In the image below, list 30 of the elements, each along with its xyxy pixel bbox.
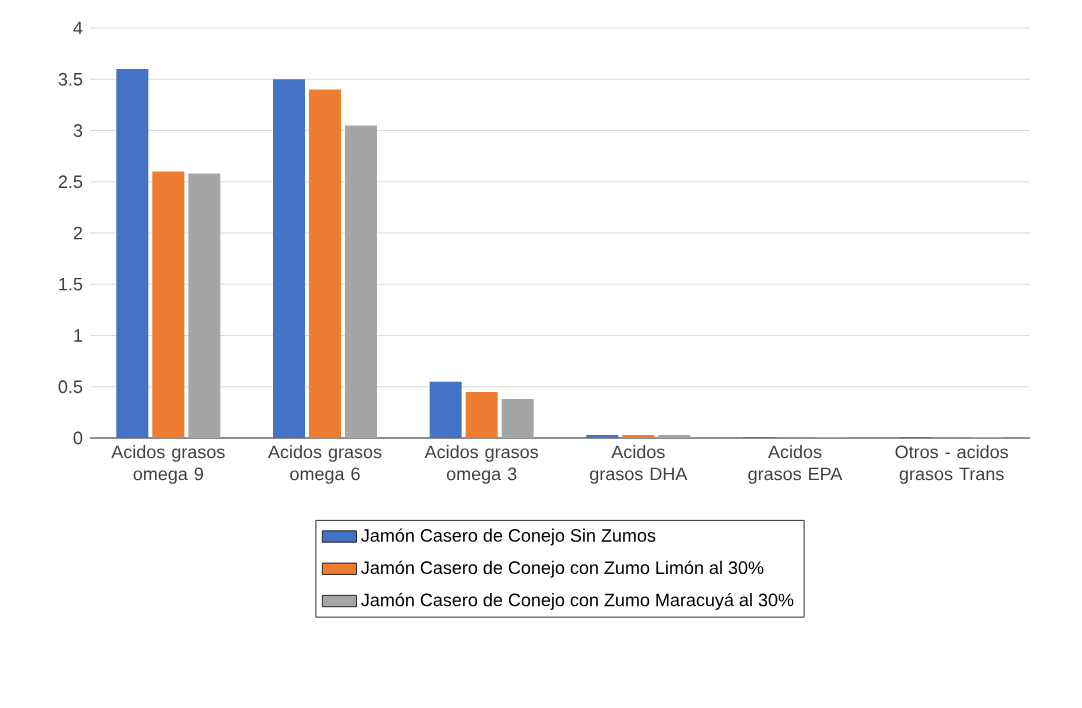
bar bbox=[273, 79, 305, 439]
y-tick-label: 0 bbox=[73, 431, 83, 445]
x-tick-label: Otros - acidos grasos Trans bbox=[895, 445, 1008, 484]
x-tick-label: Acidos grasos omega 9 bbox=[111, 445, 225, 484]
y-tick-label: 0.5 bbox=[58, 380, 83, 394]
bar bbox=[658, 434, 691, 439]
x-tick-label: Acidos grasos omega 6 bbox=[268, 445, 382, 484]
y-tick-label: 2 bbox=[73, 226, 83, 240]
y-tick-label: 4 bbox=[73, 21, 83, 35]
bar bbox=[152, 171, 185, 439]
y-tick-label: 3 bbox=[73, 124, 83, 137]
y-tick-label: 1 bbox=[74, 329, 83, 342]
x-tick-label: Acidos grasos omega 3 bbox=[424, 445, 539, 484]
legend-label: Jamón Casero de Conejo con Zumo Maracuyá al 30% bbox=[361, 592, 794, 610]
bar bbox=[188, 173, 221, 439]
y-tick-label: 1.5 bbox=[59, 277, 83, 291]
bar bbox=[309, 89, 341, 439]
bar bbox=[501, 399, 534, 439]
bar bbox=[345, 125, 377, 439]
bar bbox=[622, 434, 655, 439]
x-tick-label: Acidos grasos DHA bbox=[590, 445, 688, 484]
bar bbox=[116, 69, 149, 439]
bar bbox=[586, 434, 619, 439]
bar bbox=[429, 381, 462, 439]
x-tick-label: Acidos grasos EPA bbox=[748, 445, 843, 484]
bar bbox=[465, 391, 498, 439]
y-tick-label: 2.5 bbox=[58, 175, 83, 189]
legend-label: Jamón Casero de Conejo Sin Zumos bbox=[361, 528, 656, 546]
legend-label: Jamón Casero de Conejo con Zumo Limón al 30% bbox=[361, 560, 764, 578]
y-tick-label: 3.5 bbox=[58, 72, 83, 86]
